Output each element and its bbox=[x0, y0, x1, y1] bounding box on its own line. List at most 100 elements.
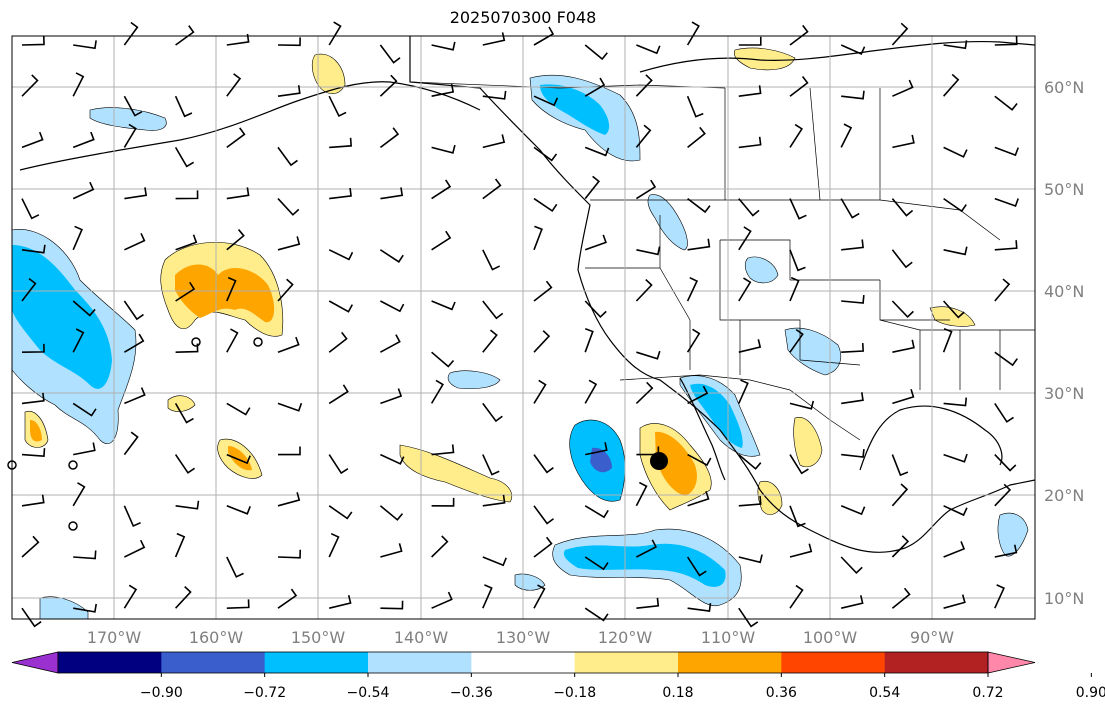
wind-barb bbox=[123, 300, 144, 321]
wind-barb bbox=[687, 126, 706, 149]
latitude-label: 10°N bbox=[1044, 589, 1084, 608]
wind-barb bbox=[789, 123, 803, 148]
location-marker bbox=[650, 452, 668, 470]
wind-barb bbox=[277, 446, 301, 456]
wind-barb bbox=[277, 336, 300, 353]
wind-barb bbox=[687, 453, 712, 467]
wind-barb bbox=[789, 249, 806, 272]
colorbar-level-label: −0.18 bbox=[553, 685, 596, 701]
wind-barb bbox=[328, 505, 353, 520]
wind-barb bbox=[21, 244, 46, 254]
wind-barb bbox=[72, 328, 85, 353]
wind-barb bbox=[892, 134, 915, 149]
wind-barb bbox=[789, 24, 809, 46]
wind-barb bbox=[789, 454, 809, 475]
contour-negative-core bbox=[540, 84, 610, 135]
wind-barb bbox=[686, 328, 701, 353]
longitude-label: 150°W bbox=[291, 628, 346, 647]
wind-barb bbox=[175, 25, 195, 46]
wind-barb bbox=[584, 175, 601, 200]
wind-barb bbox=[277, 278, 294, 302]
wind-barb bbox=[994, 197, 1019, 208]
wind-barb bbox=[73, 550, 97, 560]
wind-barb bbox=[482, 178, 502, 200]
wind-barb bbox=[380, 543, 403, 558]
wind-barb bbox=[841, 342, 865, 353]
wind-barb bbox=[124, 539, 146, 558]
wind-barb bbox=[636, 246, 661, 256]
wind-barb bbox=[379, 44, 401, 64]
wind-barb bbox=[841, 448, 865, 458]
wind-barb bbox=[277, 492, 301, 507]
wind-barb bbox=[431, 535, 449, 558]
wind-barb bbox=[738, 85, 762, 97]
contour-negative-core bbox=[690, 383, 743, 448]
wind-barb bbox=[789, 198, 807, 220]
wind-barb bbox=[328, 384, 349, 405]
wind-barb bbox=[431, 351, 455, 368]
wind-barb bbox=[840, 198, 860, 219]
contour-positive-core bbox=[175, 264, 275, 323]
wind-barb bbox=[789, 75, 809, 97]
calm-circle bbox=[253, 337, 263, 347]
wind-barb bbox=[431, 591, 453, 609]
wind-barb bbox=[584, 379, 598, 404]
country-border bbox=[619, 374, 861, 441]
wind-barb bbox=[21, 607, 42, 628]
wind-barb bbox=[584, 505, 609, 519]
colorbar-frame bbox=[57, 651, 989, 674]
wind-barb bbox=[226, 402, 251, 416]
wind-barb bbox=[21, 448, 46, 457]
wind-barb bbox=[379, 249, 404, 263]
wind-barb bbox=[277, 588, 298, 609]
wind-barb bbox=[636, 597, 660, 609]
wind-barb bbox=[226, 127, 246, 149]
wind-barb bbox=[72, 482, 86, 507]
wind-barb bbox=[123, 21, 139, 46]
wind-barb bbox=[226, 33, 250, 46]
wind-barb bbox=[226, 187, 250, 200]
wind-barb bbox=[584, 607, 609, 622]
wind-barb bbox=[226, 229, 245, 251]
wind-barb bbox=[328, 454, 349, 475]
wind-barb bbox=[226, 453, 251, 465]
latitude-labels: 60°N 50°N 40°N 30°N 20°N 10°N bbox=[1044, 78, 1084, 608]
wind-barb bbox=[123, 431, 139, 456]
wind-barb bbox=[943, 146, 968, 158]
wind-barb bbox=[328, 532, 340, 558]
wind-barb bbox=[994, 36, 1018, 46]
contour-negative-region bbox=[997, 512, 1029, 557]
wind-barb bbox=[994, 240, 1018, 251]
wind-barb bbox=[482, 32, 506, 46]
wind-barb bbox=[380, 300, 405, 313]
calm-circle bbox=[68, 460, 78, 470]
wind-barb bbox=[994, 454, 1017, 472]
wind-barb bbox=[891, 454, 909, 477]
wind-barb bbox=[841, 595, 864, 609]
colorbar-level-label: 0.90 bbox=[1076, 685, 1105, 701]
wind-barb bbox=[431, 179, 452, 200]
wind-barb bbox=[584, 328, 594, 353]
wind-barb bbox=[431, 497, 455, 507]
wind-barb bbox=[430, 379, 444, 404]
wind-barb bbox=[175, 234, 198, 251]
wind-barb bbox=[482, 90, 507, 100]
wind-barb bbox=[124, 187, 148, 200]
wind-barb bbox=[124, 233, 146, 251]
wind-barb bbox=[175, 190, 199, 200]
wind-barb bbox=[431, 300, 456, 311]
wind-barb bbox=[891, 587, 911, 609]
wind-barb bbox=[482, 454, 500, 476]
wind-barb bbox=[635, 124, 652, 148]
wind-barb bbox=[891, 249, 913, 269]
wind-barb bbox=[891, 22, 909, 46]
wind-barb bbox=[789, 505, 806, 528]
wind-barb bbox=[584, 44, 608, 61]
wind-barb bbox=[943, 541, 966, 558]
colorbar-level-label: 0.18 bbox=[662, 685, 693, 701]
wind-barb bbox=[226, 599, 250, 609]
contour-negative-region bbox=[647, 194, 688, 251]
wind-barb bbox=[277, 37, 301, 47]
wind-barb bbox=[636, 539, 658, 558]
